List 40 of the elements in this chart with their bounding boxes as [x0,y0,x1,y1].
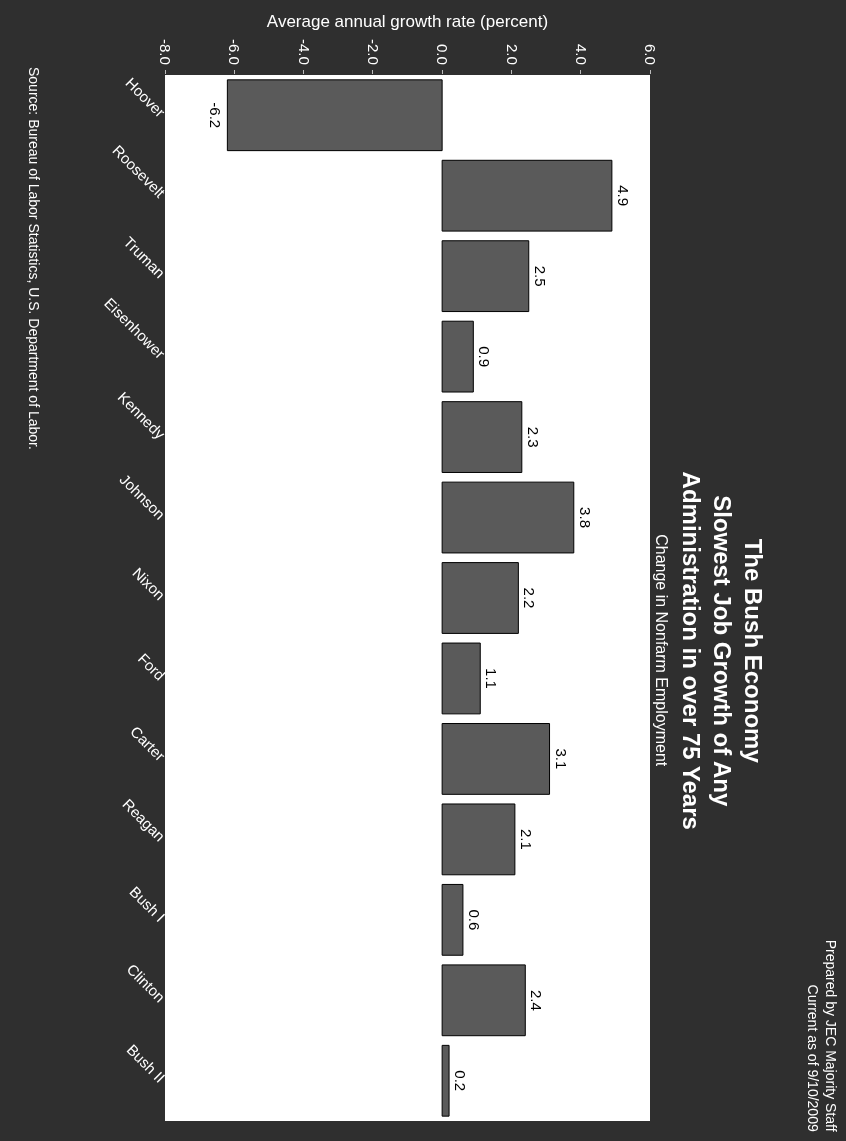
data-label: 0.6 [465,909,483,931]
data-label: 2.3 [524,426,542,448]
data-label: 2.4 [528,989,546,1011]
data-label: 0.2 [452,1070,470,1092]
source-note: Source: Bureau of Labor Statistics, U.S. Department of Labor. [26,66,43,450]
x-tick-label: 4.0 [572,43,590,65]
bar [441,562,519,634]
bar [441,883,464,956]
data-label: 2.1 [517,828,535,850]
data-label: -6.2 [207,102,225,129]
text: Change in Nonfarm Employment [653,534,671,767]
text: Prepared by JEC Majority Staff [823,939,840,1132]
bar [441,1044,450,1117]
bar [441,240,530,313]
data-label: 4.9 [614,185,632,207]
data-label: 3.1 [552,748,570,770]
bar [441,320,474,393]
x-tick-label: 6.0 [642,43,660,65]
x-axis-title: Average annual growth rate (percent) [266,12,549,32]
data-label: 2.2 [521,587,539,609]
bar [441,803,516,876]
x-tick-label: -4.0 [295,38,313,65]
data-label: 0.9 [476,346,494,368]
data-label: 3.8 [576,507,594,528]
bar [441,401,523,473]
bar [441,723,551,795]
bar [441,642,481,715]
x-tick-label: 2.0 [503,43,521,65]
bar [441,159,613,232]
data-label: 1.1 [483,668,501,689]
data-label: 2.5 [531,265,549,287]
x-tick-label: -6.0 [226,38,244,65]
text: The Bush Economy Slowest Job Growth of Any Administration in over 75 Years [677,471,768,830]
text: Current as of 9/10/2009 [805,984,822,1132]
x-tick-label: -2.0 [364,38,382,65]
x-tick-label: -8.0 [157,38,175,65]
bar [441,481,575,554]
bar [226,79,443,152]
bar [441,964,526,1037]
x-tick-label: 0.0 [434,43,452,65]
